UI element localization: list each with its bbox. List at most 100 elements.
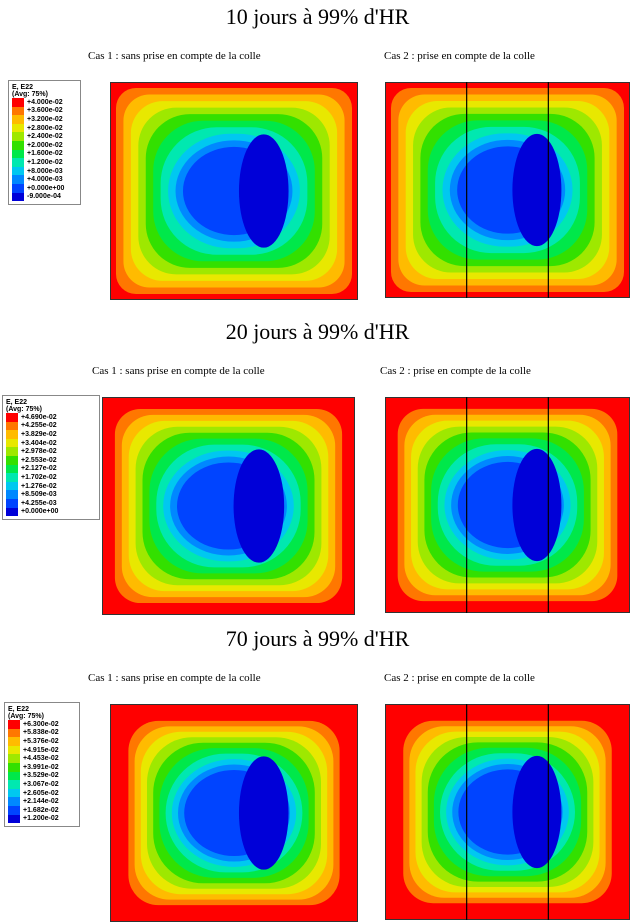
legend-swatch bbox=[12, 149, 24, 159]
legend-swatch bbox=[6, 507, 18, 517]
legend-label: +6.300e-02 bbox=[23, 720, 59, 728]
legend-swatch bbox=[6, 438, 18, 448]
legend-row: +4.000e-03 bbox=[12, 175, 77, 184]
legend-label: +4.690e-02 bbox=[21, 413, 57, 421]
legend-swatch bbox=[8, 737, 20, 746]
legend: E, E22 (Avg: 75%) +6.300e-02 +5.838e-02 +5.3… bbox=[4, 702, 80, 828]
legend-label: +3.067e-02 bbox=[23, 780, 59, 788]
contour-band bbox=[238, 134, 289, 248]
contour-plot bbox=[385, 704, 630, 920]
legend-subheader: (Avg: 75%) bbox=[8, 713, 44, 720]
legend-swatch bbox=[8, 762, 20, 772]
legend-row: +1.200e-02 bbox=[12, 158, 77, 167]
legend-label: +4.453e-02 bbox=[23, 755, 59, 763]
legend-label: +0.000e+00 bbox=[27, 184, 65, 192]
legend-swatch bbox=[8, 805, 20, 815]
legend-swatch bbox=[6, 473, 18, 482]
legend-swatch bbox=[8, 780, 20, 789]
legend-label: +2.127e-02 bbox=[21, 465, 57, 473]
legend-label: +1.200e-02 bbox=[23, 815, 59, 823]
contour-plot bbox=[110, 704, 358, 922]
legend-row: +3.404e-02 bbox=[6, 438, 96, 448]
legend-swatch bbox=[8, 797, 20, 806]
legend-label: +4.255e-02 bbox=[21, 422, 57, 430]
contour-band bbox=[233, 449, 285, 563]
legend-label: +8.000e-03 bbox=[27, 167, 63, 175]
case-label: Cas 1 : sans prise en compte de la colle bbox=[88, 672, 261, 684]
legend-row: +3.600e-02 bbox=[12, 106, 77, 116]
legend-row: +3.200e-02 bbox=[12, 115, 77, 124]
legend-swatch bbox=[12, 115, 24, 124]
legend-label: +3.829e-02 bbox=[21, 430, 57, 438]
legend-label: +1.682e-02 bbox=[23, 806, 59, 814]
legend-row: +0.000e+00 bbox=[12, 183, 77, 193]
legend-swatch bbox=[6, 498, 18, 508]
legend-label: +1.702e-02 bbox=[21, 473, 57, 481]
legend-swatch bbox=[8, 728, 20, 738]
legend-swatch bbox=[12, 132, 24, 141]
legend-row: +4.453e-02 bbox=[8, 754, 76, 763]
legend-label: +2.800e-02 bbox=[27, 124, 63, 132]
legend-row: +2.978e-02 bbox=[6, 447, 96, 456]
legend-label: +3.200e-02 bbox=[27, 115, 63, 123]
legend-label: +5.376e-02 bbox=[23, 737, 59, 745]
legend-swatch bbox=[12, 158, 24, 167]
case-label: Cas 1 : sans prise en compte de la colle bbox=[92, 365, 265, 377]
legend-label: +3.991e-02 bbox=[23, 763, 59, 771]
legend-row: +5.838e-02 bbox=[8, 728, 76, 738]
legend-swatch bbox=[6, 455, 18, 465]
legend-header: E, E22 bbox=[6, 399, 28, 406]
legend-row: +2.144e-02 bbox=[8, 797, 76, 806]
legend: E, E22 (Avg: 75%) +4.690e-02 +4.255e-02 +3.8… bbox=[2, 395, 100, 521]
legend-row: +1.200e-02 bbox=[8, 814, 76, 824]
legend-swatch bbox=[8, 754, 20, 763]
legend-swatch bbox=[12, 98, 24, 107]
legend-swatch bbox=[6, 464, 18, 474]
legend-label: +5.838e-02 bbox=[23, 729, 59, 737]
legend-subheader: (Avg: 75%) bbox=[6, 406, 42, 413]
panel-title: 70 jours à 99% d'HR bbox=[225, 626, 410, 651]
contour-band bbox=[385, 704, 630, 920]
legend-row: -9.000e-04 bbox=[12, 192, 77, 202]
legend-row: +3.829e-02 bbox=[6, 430, 96, 439]
legend-label: +4.000e-03 bbox=[27, 176, 63, 184]
legend-label: +2.553e-02 bbox=[21, 456, 57, 464]
legend-swatch bbox=[12, 192, 24, 202]
legend-header: E, E22 bbox=[12, 84, 34, 91]
legend-label: +0.000e+00 bbox=[21, 508, 59, 516]
legend-label: +2.000e-02 bbox=[27, 141, 63, 149]
legend-label: +2.605e-02 bbox=[23, 789, 59, 797]
legend: E, E22 (Avg: 75%) +4.000e-02 +3.600e-02 +3.2… bbox=[8, 80, 81, 206]
legend-subheader: (Avg: 75%) bbox=[12, 91, 48, 98]
legend-swatch bbox=[12, 166, 24, 176]
legend-label: +3.404e-02 bbox=[21, 439, 57, 447]
legend-label: +3.529e-02 bbox=[23, 772, 59, 780]
contour-plot bbox=[385, 82, 630, 298]
legend-row: +1.702e-02 bbox=[6, 473, 96, 482]
legend-row: +4.000e-02 bbox=[12, 98, 77, 107]
contour-band bbox=[385, 82, 630, 298]
legend-swatch bbox=[8, 745, 20, 755]
contour-band bbox=[385, 397, 630, 613]
contour-band bbox=[512, 448, 562, 562]
legend-row: +3.529e-02 bbox=[8, 771, 76, 781]
legend-swatch bbox=[12, 123, 24, 133]
legend-header: E, E22 bbox=[8, 706, 30, 713]
legend-label: +2.978e-02 bbox=[21, 448, 57, 456]
case-label: Cas 2 : prise en compte de la colle bbox=[384, 50, 535, 62]
legend-row: +3.991e-02 bbox=[8, 762, 76, 772]
legend-row: +1.682e-02 bbox=[8, 805, 76, 815]
legend-label: +3.600e-02 bbox=[27, 107, 63, 115]
legend-swatch bbox=[12, 175, 24, 184]
legend-row: +0.000e+00 bbox=[6, 507, 96, 517]
contour-plot bbox=[102, 397, 355, 615]
legend-label: +4.255e-03 bbox=[21, 499, 57, 507]
legend-row: +4.690e-02 bbox=[6, 413, 96, 422]
contour-band bbox=[110, 82, 358, 300]
legend-label: +2.144e-02 bbox=[23, 798, 59, 806]
legend-row: +2.000e-02 bbox=[12, 140, 77, 150]
legend-swatch bbox=[8, 788, 20, 798]
legend-row: +8.509e-03 bbox=[6, 490, 96, 499]
legend-row: +4.255e-03 bbox=[6, 498, 96, 508]
